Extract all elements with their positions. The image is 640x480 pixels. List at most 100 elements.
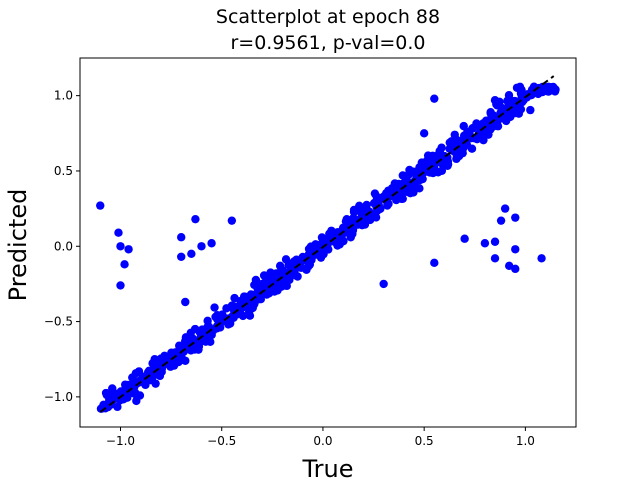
data-point — [474, 129, 484, 138]
data-point — [525, 91, 535, 100]
data-point — [141, 380, 150, 390]
data-point — [225, 319, 235, 328]
data-point — [187, 249, 196, 258]
data-point — [544, 82, 553, 92]
data-point — [437, 143, 446, 152]
data-point — [96, 201, 105, 210]
data-point — [379, 279, 388, 289]
x-axis-label: True — [302, 455, 354, 480]
data-point — [409, 167, 418, 176]
x-tick-label: 0.5 — [415, 434, 434, 448]
data-point — [512, 83, 522, 92]
data-point — [210, 303, 219, 312]
data-point — [357, 220, 367, 230]
plot-area-frame — [79, 57, 577, 428]
data-point — [493, 117, 502, 127]
data-point — [116, 281, 125, 290]
data-point — [529, 84, 538, 93]
x-tick-label: −1.0 — [106, 434, 135, 448]
data-point — [209, 326, 218, 335]
data-point — [145, 372, 154, 382]
data-point — [278, 266, 287, 275]
chart-title: Scatterplot at epoch 88 — [216, 6, 440, 28]
data-point — [241, 292, 251, 302]
data-point — [245, 311, 255, 320]
data-point — [124, 245, 133, 254]
data-point — [398, 171, 407, 180]
data-point — [114, 228, 123, 237]
data-point — [349, 207, 359, 217]
data-point — [362, 200, 371, 210]
data-point — [304, 250, 314, 259]
data-point — [342, 214, 351, 224]
data-point — [415, 184, 424, 193]
data-point — [177, 233, 186, 242]
x-tick-label: −0.5 — [207, 434, 236, 448]
data-point — [130, 389, 140, 399]
data-point — [500, 204, 510, 213]
data-point — [193, 339, 202, 348]
data-point — [273, 286, 282, 295]
data-point — [191, 214, 200, 224]
data-point — [207, 239, 216, 248]
data-point — [211, 312, 220, 322]
chart-subtitle: r=0.9561, p-val=0.0 — [230, 32, 425, 54]
data-point — [250, 280, 259, 290]
data-point — [181, 297, 190, 307]
reference-line-layer — [99, 75, 555, 413]
data-point — [511, 108, 520, 118]
x-axis-ticks: −1.0 −0.5 0.0 0.5 1.0 — [106, 427, 535, 448]
data-point — [197, 242, 206, 251]
data-point — [511, 213, 520, 222]
y-tick-label: 0.0 — [54, 239, 73, 253]
data-point — [186, 346, 196, 355]
data-point — [445, 138, 454, 147]
data-point — [490, 237, 500, 246]
reference-diagonal-line — [99, 75, 555, 413]
data-point — [318, 234, 327, 243]
data-point — [486, 107, 495, 117]
data-point — [177, 252, 186, 262]
data-point — [526, 105, 535, 115]
data-point — [160, 351, 169, 361]
data-point — [355, 201, 364, 211]
data-point — [116, 242, 125, 251]
data-point — [150, 354, 159, 364]
data-point — [425, 168, 435, 177]
data-point — [497, 104, 507, 113]
data-point — [537, 254, 546, 263]
data-point — [409, 188, 418, 197]
data-point — [282, 281, 291, 291]
data-point — [430, 94, 439, 103]
data-point — [175, 342, 185, 352]
data-point — [198, 326, 207, 336]
data-point — [511, 245, 520, 254]
data-point — [227, 216, 237, 225]
data-point — [398, 194, 407, 203]
data-point — [289, 267, 298, 276]
data-point — [460, 234, 469, 243]
y-tick-label: 1.0 — [54, 89, 73, 103]
data-point — [316, 253, 326, 262]
data-point — [219, 313, 228, 322]
data-point — [372, 192, 381, 202]
data-point — [123, 380, 133, 390]
data-point — [422, 156, 432, 165]
y-tick-label: 0.5 — [54, 164, 73, 178]
data-point — [167, 348, 176, 357]
data-point — [490, 254, 500, 263]
data-point — [479, 135, 488, 145]
data-point — [504, 261, 514, 271]
data-point — [155, 371, 165, 381]
x-tick-label: 0.0 — [313, 434, 332, 448]
data-point — [258, 279, 267, 289]
y-axis-label: Predicted — [4, 189, 32, 302]
data-point — [484, 130, 493, 139]
data-point — [496, 216, 506, 225]
data-point — [306, 242, 316, 251]
data-point — [480, 239, 490, 248]
data-point — [120, 260, 129, 269]
data-point — [445, 144, 454, 153]
x-tick-label: 1.0 — [516, 434, 535, 448]
